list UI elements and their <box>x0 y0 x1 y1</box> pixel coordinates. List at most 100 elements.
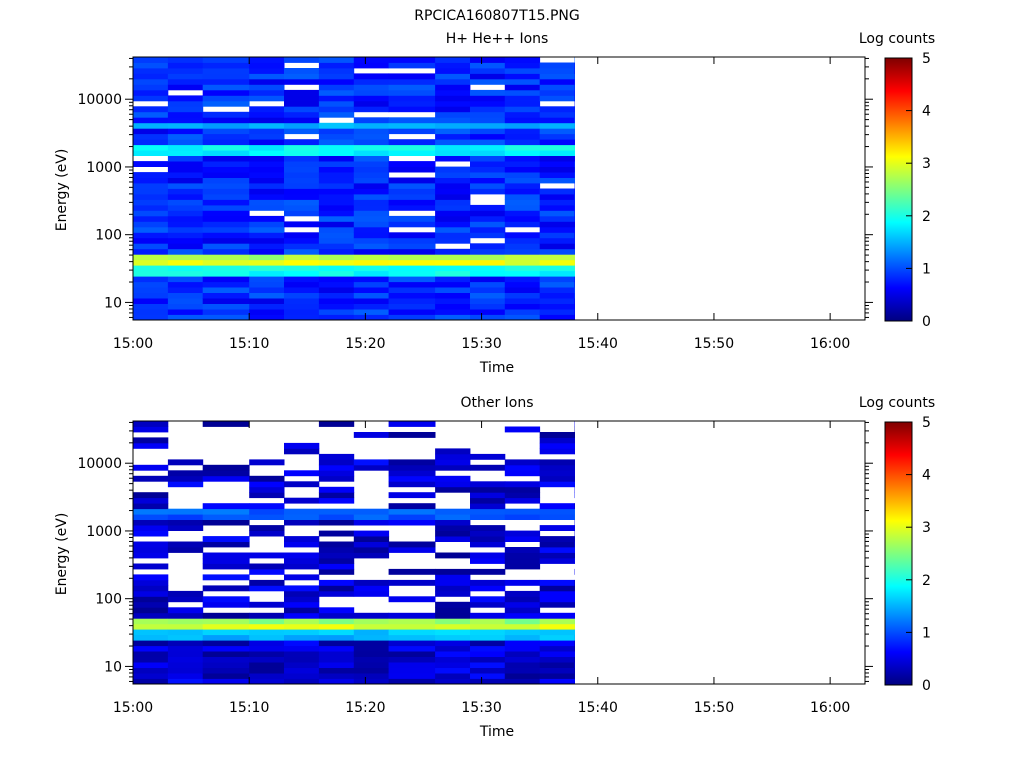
spectrogram-cell <box>318 678 355 685</box>
spectrogram-cell <box>202 161 250 167</box>
spectrogram-cell <box>202 281 250 288</box>
figure-title: RPCICA160807T15.PNG <box>414 8 579 24</box>
spectrogram-cell <box>318 139 355 146</box>
spectrogram-cell <box>133 276 169 283</box>
spectrogram-cell <box>202 629 250 636</box>
spectrogram-cell <box>202 221 250 228</box>
spectrogram-cell <box>504 612 541 619</box>
spectrogram-cell <box>284 144 320 151</box>
spectrogram-cell <box>133 519 169 526</box>
spectrogram-cell <box>284 309 320 315</box>
spectrogram-cell <box>318 508 355 515</box>
spectrogram-cell <box>504 298 541 304</box>
spectrogram-cell <box>167 276 204 283</box>
spectrogram-cell <box>539 514 575 520</box>
spectrogram-cell <box>435 128 471 135</box>
y-axis-ticks: 10 100 1000 10000 <box>77 421 873 682</box>
spectrogram-cell <box>435 133 471 140</box>
spectrogram-cell <box>202 139 250 146</box>
spectrogram-cell <box>504 678 541 685</box>
spectrogram-cells <box>133 421 575 685</box>
spectrogram-cell <box>353 133 390 140</box>
spectrogram-cell <box>388 596 436 603</box>
spectrogram-cell <box>388 243 436 250</box>
spectrogram-cell <box>470 89 506 96</box>
spectrogram-cell <box>470 568 506 575</box>
spectrogram-cell <box>202 309 250 315</box>
spectrogram-cell <box>470 508 506 515</box>
spectrogram-cell <box>504 265 541 272</box>
spectrogram-cell <box>353 194 390 200</box>
spectrogram-cell <box>539 508 575 515</box>
spectrogram-cell <box>504 166 541 173</box>
spectrogram-cell <box>353 128 390 135</box>
spectrogram-cell <box>353 210 390 217</box>
spectrogram-cell <box>388 62 436 69</box>
spectrogram-cell <box>133 662 169 668</box>
spectrogram-cell <box>249 568 285 575</box>
spectrogram-cell <box>133 525 169 531</box>
spectrogram-cell <box>318 122 355 129</box>
spectrogram-cell <box>133 161 169 167</box>
spectrogram-cell <box>318 226 355 233</box>
spectrogram-cell <box>249 188 285 195</box>
spectrogram-cell <box>318 270 355 277</box>
x-tick-label: 15:30 <box>461 700 501 716</box>
spectrogram-cell <box>202 276 250 283</box>
spectrogram-cell <box>167 629 204 636</box>
spectrogram-cell <box>202 514 250 520</box>
spectrogram-cell <box>435 210 471 217</box>
spectrogram-cell <box>435 177 471 184</box>
spectrogram-cell <box>249 281 285 288</box>
spectrogram-cell <box>318 166 355 173</box>
spectrogram-cell <box>388 150 436 156</box>
spectrogram-cell <box>249 232 285 239</box>
spectrogram-cell <box>470 292 506 299</box>
spectrogram-cell <box>202 662 250 668</box>
spectrogram-cell <box>388 232 436 239</box>
spectrogram-cell <box>539 448 575 455</box>
spectrogram-cell <box>249 309 285 315</box>
spectrogram-cell <box>539 634 575 641</box>
spectrogram-cell <box>539 442 575 449</box>
spectrogram-cell <box>539 298 575 304</box>
spectrogram-cell <box>249 265 285 272</box>
spectrogram-cell <box>284 651 320 657</box>
spectrogram-cell <box>353 656 390 663</box>
spectrogram-cell <box>504 497 541 504</box>
spectrogram-cell <box>284 188 320 195</box>
spectrogram-cell <box>133 514 169 520</box>
spectrogram-cell <box>388 309 436 315</box>
x-tick-label: 15:30 <box>461 336 501 352</box>
spectrogram-cell <box>133 232 169 239</box>
spectrogram-cell <box>504 459 541 466</box>
spectrogram-cell <box>539 547 575 553</box>
spectrogram-cell <box>470 95 506 102</box>
spectrogram-cell <box>504 68 541 74</box>
spectrogram-cell <box>284 210 320 217</box>
spectrogram-cell <box>202 292 250 299</box>
spectrogram-cell <box>284 607 320 614</box>
spectrogram-cell <box>388 618 436 625</box>
spectrogram-cell <box>167 541 204 548</box>
spectrogram-cell <box>318 607 355 614</box>
y-axis-ticks: 10 100 1000 10000 <box>77 57 873 318</box>
spectrogram-cell <box>318 68 355 74</box>
spectrogram-cell <box>318 314 355 321</box>
spectrogram-cell <box>249 68 285 74</box>
spectrogram-cell <box>318 645 355 652</box>
spectrogram-cells <box>133 57 575 321</box>
spectrogram-cell <box>202 128 250 135</box>
spectrogram-cell <box>284 673 320 679</box>
spectrogram-cell <box>167 656 204 663</box>
spectrogram-cell <box>133 133 169 140</box>
spectrogram-cell <box>470 73 506 80</box>
spectrogram-cell <box>388 287 436 293</box>
spectrogram-cell <box>435 287 471 293</box>
spectrogram-cell <box>470 492 506 499</box>
spectrogram-cell <box>539 558 575 564</box>
spectrogram-cell <box>167 204 204 211</box>
spectrogram-cell <box>470 651 506 657</box>
spectrogram-cell <box>318 281 355 288</box>
spectrogram-cell <box>470 309 506 315</box>
